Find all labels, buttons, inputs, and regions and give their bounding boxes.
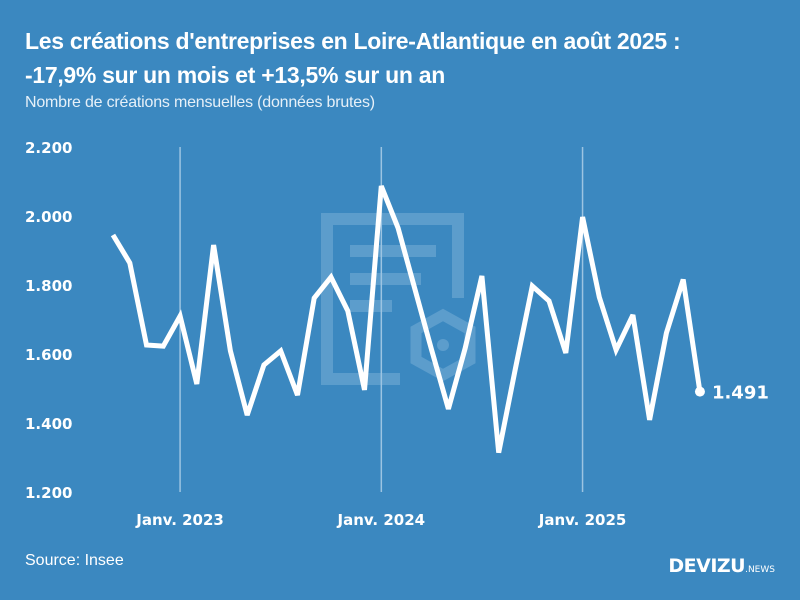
x-tick-label: Janv. 2025 xyxy=(538,511,627,529)
chart-title-line-2: -17,9% sur un mois et +13,5% sur un an xyxy=(25,62,445,88)
end-point-marker xyxy=(694,386,705,397)
y-tick-label: 1.200 xyxy=(25,484,72,502)
brand-logo: DEVIZU.NEWS xyxy=(668,555,775,577)
y-tick-label: 1.800 xyxy=(25,277,72,295)
brand-suffix: .NEWS xyxy=(745,565,775,575)
y-tick-label: 1.600 xyxy=(25,346,72,364)
watermark-logo-icon xyxy=(321,213,476,385)
y-tick-label: 2.200 xyxy=(25,139,72,157)
y-tick-label: 2.000 xyxy=(25,208,72,226)
chart-subtitle: Nombre de créations mensuelles (données … xyxy=(25,94,375,111)
series-line xyxy=(110,185,703,454)
brand-name: DEVIZU xyxy=(668,555,746,577)
x-tick-label: Janv. 2023 xyxy=(135,511,224,529)
chart-title: Les créations d'entreprises en Loire-Atl… xyxy=(25,24,795,92)
y-axis: 1.200 1.400 1.600 1.800 2.000 2.200 xyxy=(25,139,72,502)
watermark-hexagon-dot xyxy=(437,339,449,351)
watermark-document-outline xyxy=(321,213,464,385)
y-tick-label: 1.400 xyxy=(25,415,72,433)
end-value-label: 1.491 xyxy=(712,383,769,404)
x-axis: Janv. 2023 Janv. 2024 Janv. 2025 xyxy=(135,511,626,529)
chart-title-line-1: Les créations d'entreprises en Loire-Atl… xyxy=(25,28,681,54)
annotations: 1.491 xyxy=(694,383,769,404)
series-group xyxy=(110,185,703,454)
x-tick-label: Janv. 2024 xyxy=(337,511,426,529)
source-note: Source: Insee xyxy=(25,552,124,569)
